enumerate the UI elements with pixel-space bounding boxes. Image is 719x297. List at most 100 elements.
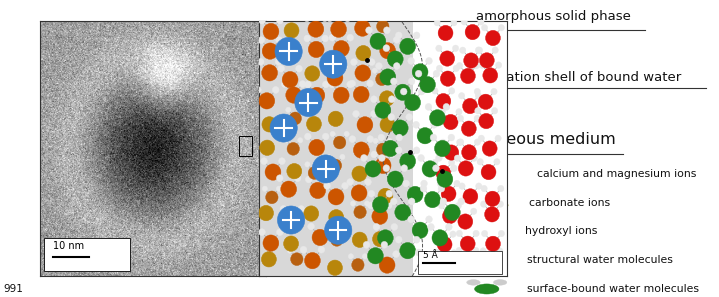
- Text: aqueous medium: aqueous medium: [476, 132, 615, 147]
- Circle shape: [365, 178, 371, 185]
- Circle shape: [352, 232, 367, 247]
- Circle shape: [355, 65, 371, 81]
- Circle shape: [412, 64, 428, 80]
- Circle shape: [383, 45, 390, 52]
- Circle shape: [408, 216, 414, 223]
- Circle shape: [417, 127, 433, 144]
- Circle shape: [285, 48, 298, 60]
- Circle shape: [481, 185, 487, 192]
- Circle shape: [347, 81, 354, 88]
- Circle shape: [275, 59, 282, 65]
- Circle shape: [498, 185, 504, 192]
- Circle shape: [342, 229, 347, 234]
- Circle shape: [395, 84, 411, 100]
- Circle shape: [352, 166, 367, 181]
- Circle shape: [471, 155, 477, 161]
- Circle shape: [326, 154, 331, 159]
- FancyBboxPatch shape: [44, 238, 130, 271]
- Circle shape: [475, 108, 481, 114]
- Circle shape: [326, 15, 333, 22]
- Circle shape: [418, 88, 425, 95]
- Circle shape: [388, 51, 403, 67]
- Circle shape: [322, 81, 329, 88]
- Circle shape: [265, 191, 278, 204]
- Circle shape: [436, 65, 443, 72]
- Circle shape: [473, 247, 479, 254]
- Circle shape: [433, 70, 440, 77]
- Circle shape: [456, 108, 462, 115]
- Circle shape: [299, 81, 306, 88]
- Circle shape: [258, 37, 265, 44]
- Circle shape: [451, 250, 457, 256]
- Circle shape: [296, 65, 303, 72]
- Circle shape: [289, 112, 301, 125]
- Circle shape: [439, 108, 445, 115]
- Circle shape: [461, 19, 467, 25]
- Circle shape: [442, 208, 457, 224]
- Text: 991: 991: [3, 284, 23, 294]
- Circle shape: [393, 120, 408, 136]
- Circle shape: [330, 131, 335, 137]
- Circle shape: [498, 25, 505, 31]
- Circle shape: [495, 135, 501, 141]
- Circle shape: [257, 59, 264, 65]
- Circle shape: [390, 78, 397, 85]
- Circle shape: [457, 139, 464, 145]
- Circle shape: [378, 134, 385, 141]
- Circle shape: [304, 35, 311, 42]
- Circle shape: [451, 20, 457, 26]
- Text: carbonate ions: carbonate ions: [528, 198, 610, 208]
- Circle shape: [377, 20, 389, 33]
- Circle shape: [329, 111, 343, 127]
- Circle shape: [475, 47, 482, 53]
- Circle shape: [495, 62, 502, 68]
- Circle shape: [328, 260, 342, 275]
- Circle shape: [482, 230, 487, 237]
- Circle shape: [440, 71, 455, 86]
- Circle shape: [283, 43, 288, 48]
- Circle shape: [288, 248, 293, 253]
- Circle shape: [306, 176, 312, 183]
- Circle shape: [368, 14, 375, 20]
- Circle shape: [485, 207, 500, 222]
- Circle shape: [372, 208, 388, 225]
- Circle shape: [479, 113, 494, 129]
- Circle shape: [450, 231, 456, 237]
- Text: surface-bound water molecules: surface-bound water molecules: [527, 284, 699, 294]
- Circle shape: [308, 41, 324, 58]
- Circle shape: [483, 68, 498, 83]
- Circle shape: [480, 201, 487, 207]
- Circle shape: [473, 230, 480, 237]
- Circle shape: [354, 206, 366, 219]
- Circle shape: [471, 167, 503, 180]
- Circle shape: [263, 23, 279, 40]
- Circle shape: [340, 154, 345, 159]
- Circle shape: [439, 203, 444, 209]
- Circle shape: [368, 190, 375, 197]
- Circle shape: [420, 255, 436, 272]
- Circle shape: [373, 138, 378, 144]
- Circle shape: [375, 73, 388, 86]
- Circle shape: [457, 62, 463, 69]
- Circle shape: [493, 251, 507, 256]
- Circle shape: [412, 222, 428, 238]
- Circle shape: [474, 88, 480, 95]
- Circle shape: [433, 165, 439, 172]
- Circle shape: [400, 88, 407, 95]
- Circle shape: [449, 88, 455, 94]
- Circle shape: [395, 32, 402, 39]
- Circle shape: [259, 206, 273, 221]
- Circle shape: [416, 70, 422, 77]
- Circle shape: [467, 280, 480, 285]
- Circle shape: [260, 140, 275, 155]
- Circle shape: [393, 251, 399, 257]
- Circle shape: [492, 108, 498, 114]
- Circle shape: [322, 133, 329, 140]
- Circle shape: [434, 140, 450, 157]
- Circle shape: [324, 182, 331, 189]
- Circle shape: [312, 229, 328, 246]
- Circle shape: [368, 59, 375, 66]
- Circle shape: [401, 165, 408, 172]
- Circle shape: [385, 202, 392, 209]
- Circle shape: [413, 236, 420, 243]
